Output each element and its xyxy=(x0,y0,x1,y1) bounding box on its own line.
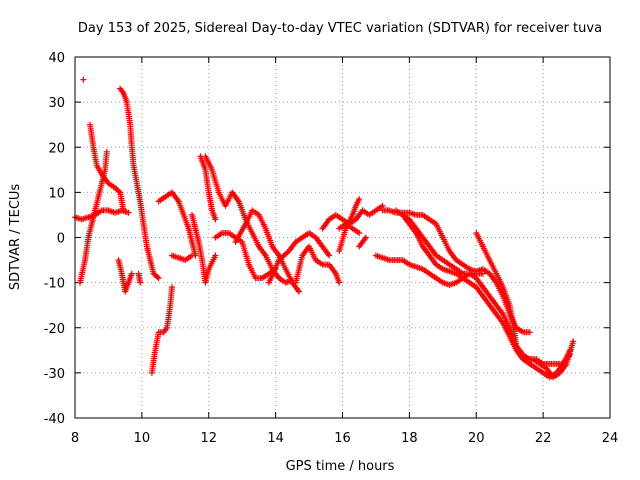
series-arc-17 xyxy=(292,243,343,286)
series-arc-9 xyxy=(155,189,199,259)
series-arc-8 xyxy=(148,284,175,376)
data-point xyxy=(103,148,110,155)
series-arc-25 xyxy=(372,252,486,288)
y-tick-label: 10 xyxy=(48,186,65,201)
series-arc-26 xyxy=(473,230,577,381)
data-point xyxy=(526,329,533,336)
series-arc-10 xyxy=(169,252,195,264)
data-point xyxy=(356,196,363,203)
data-point xyxy=(155,275,162,282)
series-arc-12 xyxy=(197,153,219,223)
y-tick-label: 30 xyxy=(48,96,65,111)
data-point xyxy=(137,279,144,286)
series-arc-5 xyxy=(115,257,135,295)
series-arc-21 xyxy=(356,234,369,250)
x-tick-label: 12 xyxy=(200,431,217,446)
data-points xyxy=(72,76,577,381)
series-arc-18 xyxy=(319,202,386,232)
data-point xyxy=(336,279,343,286)
data-point xyxy=(128,270,135,277)
data-point xyxy=(356,230,363,236)
data-point xyxy=(189,252,195,259)
y-axis-label: SDTVAR / TECUs xyxy=(8,184,23,291)
data-point xyxy=(296,288,302,295)
series-arc-16 xyxy=(265,230,333,286)
data-point xyxy=(115,188,122,195)
y-tick-label: 20 xyxy=(48,141,65,156)
data-point xyxy=(125,209,132,216)
series-arc-11 xyxy=(189,211,219,286)
x-tick-label: 20 xyxy=(468,431,485,446)
series-arc-7 xyxy=(135,270,144,286)
y-tick-label: 40 xyxy=(48,51,65,66)
y-tick-label: 0 xyxy=(57,232,65,247)
x-tick-label: 22 xyxy=(535,431,552,446)
data-point xyxy=(212,216,219,223)
data-point xyxy=(362,234,369,241)
axis-ticks: 8 10 12 14 16 18 20 22 24 40 30 20 10 0 -10 -20 -30 -40 xyxy=(44,51,619,446)
data-point xyxy=(169,284,175,291)
x-tick-label: 8 xyxy=(71,431,79,446)
data-point xyxy=(326,252,333,259)
data-point xyxy=(479,270,486,277)
y-tick-label: -40 xyxy=(44,412,65,427)
series-arc-6 xyxy=(117,85,162,282)
series-arc-20 xyxy=(336,196,363,254)
x-axis-label: GPS time / hours xyxy=(286,459,395,474)
plot-frame xyxy=(74,56,611,419)
x-tick-label: 18 xyxy=(401,431,418,446)
x-tick-label: 14 xyxy=(267,431,284,446)
series-arc-3 xyxy=(87,121,127,214)
data-point xyxy=(154,274,161,280)
data-point xyxy=(80,76,87,83)
x-tick-label: 10 xyxy=(134,431,151,446)
data-point xyxy=(570,338,577,345)
x-tick-label: 24 xyxy=(602,431,619,446)
data-point xyxy=(212,252,219,259)
y-tick-label: -20 xyxy=(44,322,65,337)
y-tick-label: -30 xyxy=(44,367,65,382)
y-tick-label: -10 xyxy=(44,277,65,292)
chart-title: Day 153 of 2025, Sidereal Day-to-day VTE… xyxy=(78,21,602,36)
data-point xyxy=(120,207,127,214)
series-arc-15 xyxy=(232,207,302,295)
x-tick-label: 16 xyxy=(334,431,351,446)
